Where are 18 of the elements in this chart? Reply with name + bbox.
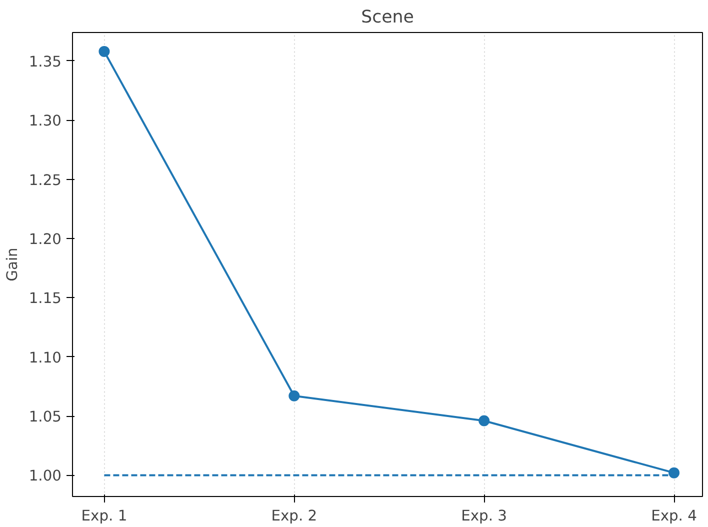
y-tick-label: 1.00: [28, 468, 62, 485]
point: [98, 46, 110, 57]
x-tick-label: Exp. 2: [271, 508, 318, 524]
y-tick-label: 1.05: [28, 408, 62, 426]
x-tick-label: Exp. 3: [461, 508, 508, 524]
y-axis-title: Gain: [4, 248, 21, 282]
x-tick-label: Exp. 1: [81, 508, 128, 524]
chart-title: Scene: [361, 8, 414, 28]
point: [288, 390, 300, 402]
y-tick-label: 1.10: [28, 349, 62, 366]
x-tick-label: Exp. 4: [651, 508, 697, 524]
y-tick-label: 1.15: [28, 290, 62, 308]
point: [668, 467, 680, 478]
y-tick-label: 1.35: [28, 53, 62, 70]
y-tick-label: 1.30: [28, 112, 62, 130]
y-tick-label: 1.25: [28, 172, 62, 189]
point: [478, 415, 490, 426]
y-tick-label: 1.20: [28, 230, 62, 248]
